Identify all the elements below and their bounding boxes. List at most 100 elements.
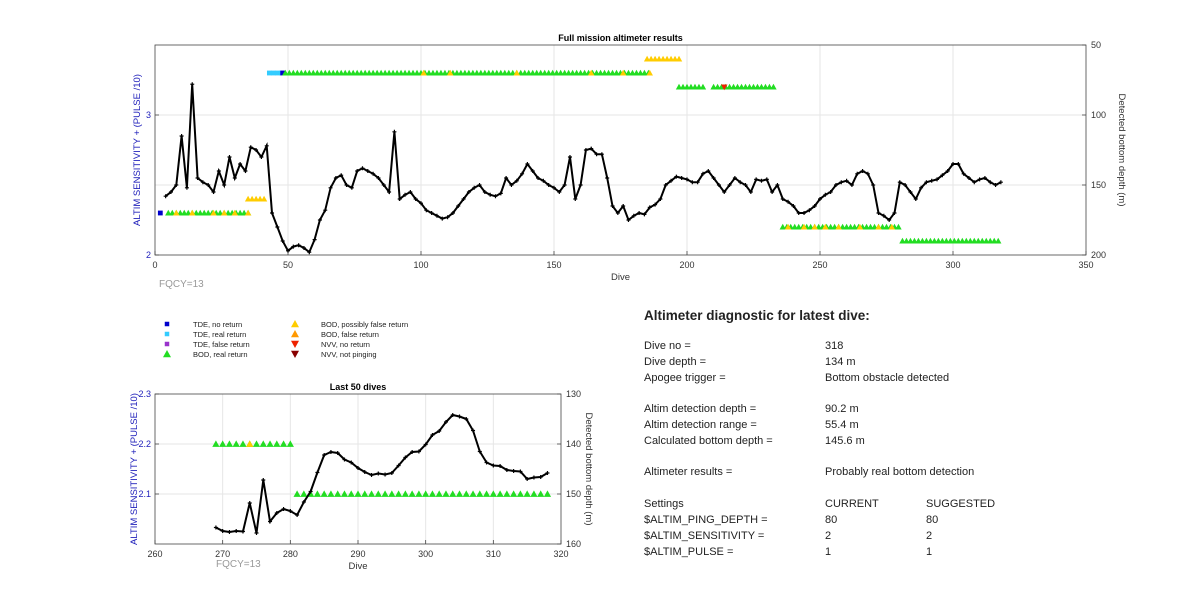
status-marker <box>173 209 180 216</box>
y-left-tick-label: 2.2 <box>138 439 151 449</box>
depth-point <box>268 519 273 524</box>
depth-point <box>376 471 381 476</box>
depth-point <box>706 169 711 173</box>
y-right-axis-label: Detected bottom depth (m) <box>583 413 594 526</box>
x-tick-label: 280 <box>283 549 298 559</box>
depth-point <box>323 208 328 213</box>
depth-point <box>163 194 168 199</box>
depth-point <box>410 450 415 454</box>
settings-current: 2 <box>825 530 832 542</box>
depth-point <box>408 190 413 194</box>
depth-point <box>376 176 381 180</box>
depth-point <box>413 197 418 201</box>
x-tick-label: 200 <box>679 260 694 270</box>
depth-point <box>511 469 516 473</box>
depth-point <box>443 420 448 424</box>
depth-point <box>381 183 386 187</box>
settings-current: 1 <box>825 546 832 558</box>
settings-suggested: 80 <box>926 514 939 526</box>
legend-label: TDE, false return <box>193 340 250 349</box>
status-marker <box>279 440 288 447</box>
depth-point <box>525 477 530 481</box>
depth-point <box>658 197 663 201</box>
depth-point <box>213 525 218 530</box>
depth-point <box>951 162 955 166</box>
status-marker <box>340 490 349 497</box>
depth-point <box>206 183 211 187</box>
depth-point <box>429 211 434 215</box>
depth-point <box>972 180 977 185</box>
legend-marker <box>291 320 299 328</box>
depth-point <box>288 509 293 513</box>
depth-point <box>626 218 631 222</box>
depth-point <box>520 171 525 176</box>
chart-title: Last 50 dives <box>330 382 387 392</box>
depth-point <box>945 169 950 173</box>
depth-point <box>536 176 541 180</box>
x-tick-label: 150 <box>546 260 561 270</box>
depth-point <box>216 169 221 173</box>
depth-point <box>247 501 252 505</box>
depth-point <box>833 183 838 187</box>
depth-point <box>849 183 854 187</box>
depth-point <box>977 177 982 182</box>
diag-value: 134 m <box>825 356 856 368</box>
depth-point <box>365 169 370 173</box>
depth-point <box>919 185 924 190</box>
depth-point <box>716 183 721 187</box>
x-tick-label: 300 <box>418 549 433 559</box>
depth-point <box>993 183 998 187</box>
status-marker <box>895 223 902 230</box>
legend-marker <box>164 341 170 347</box>
status-marker <box>408 490 416 497</box>
status-marker <box>189 209 196 216</box>
depth-point <box>333 176 338 180</box>
status-marker <box>260 195 268 202</box>
depth-point <box>308 489 313 494</box>
depth-point <box>243 169 248 173</box>
depth-point <box>780 197 785 201</box>
x-tick-label: 270 <box>215 549 230 559</box>
depth-point <box>174 183 179 187</box>
depth-point <box>642 212 647 217</box>
status-marker <box>239 440 247 447</box>
depth-point <box>908 190 913 194</box>
depth-point <box>637 211 642 215</box>
depth-point <box>457 414 462 419</box>
status-marker <box>835 223 842 230</box>
status-marker <box>800 223 808 230</box>
status-marker <box>442 490 450 497</box>
last-50-dives-chart: 260 270 280 290 300 310 320 2.1 2.2 2.3 130 140 150 1… <box>129 382 594 572</box>
status-marker <box>588 69 595 76</box>
depth-point <box>315 470 320 475</box>
status-marker <box>381 490 389 497</box>
status-marker <box>286 440 294 447</box>
status-marker <box>699 83 707 90</box>
depth-point <box>786 199 791 204</box>
depth-point <box>988 180 993 185</box>
depth-point <box>892 211 897 215</box>
legend-marker <box>164 331 170 337</box>
depth-point <box>493 194 498 199</box>
status-marker <box>619 69 627 76</box>
status-marker <box>231 209 238 216</box>
depth-point <box>383 472 388 477</box>
settings-label: $ALTIM_PING_DEPTH = <box>644 514 768 526</box>
legend-label: TDE, real return <box>193 330 246 339</box>
status-marker <box>347 490 355 497</box>
fqcy-annotation: FQCY=13 <box>159 279 204 290</box>
depth-point <box>423 442 428 447</box>
status-marker <box>721 84 728 91</box>
legend-label: NVV, no return <box>321 340 370 349</box>
x-tick-label: 260 <box>147 549 162 559</box>
depth-point <box>903 183 908 187</box>
status-marker <box>274 70 280 76</box>
depth-point <box>530 169 535 173</box>
depth-point <box>557 190 562 194</box>
legend-label: BOD, false return <box>321 330 379 339</box>
status-marker <box>246 440 254 447</box>
depth-point <box>897 180 902 185</box>
depth-point <box>669 178 674 183</box>
depth-point <box>307 250 312 255</box>
